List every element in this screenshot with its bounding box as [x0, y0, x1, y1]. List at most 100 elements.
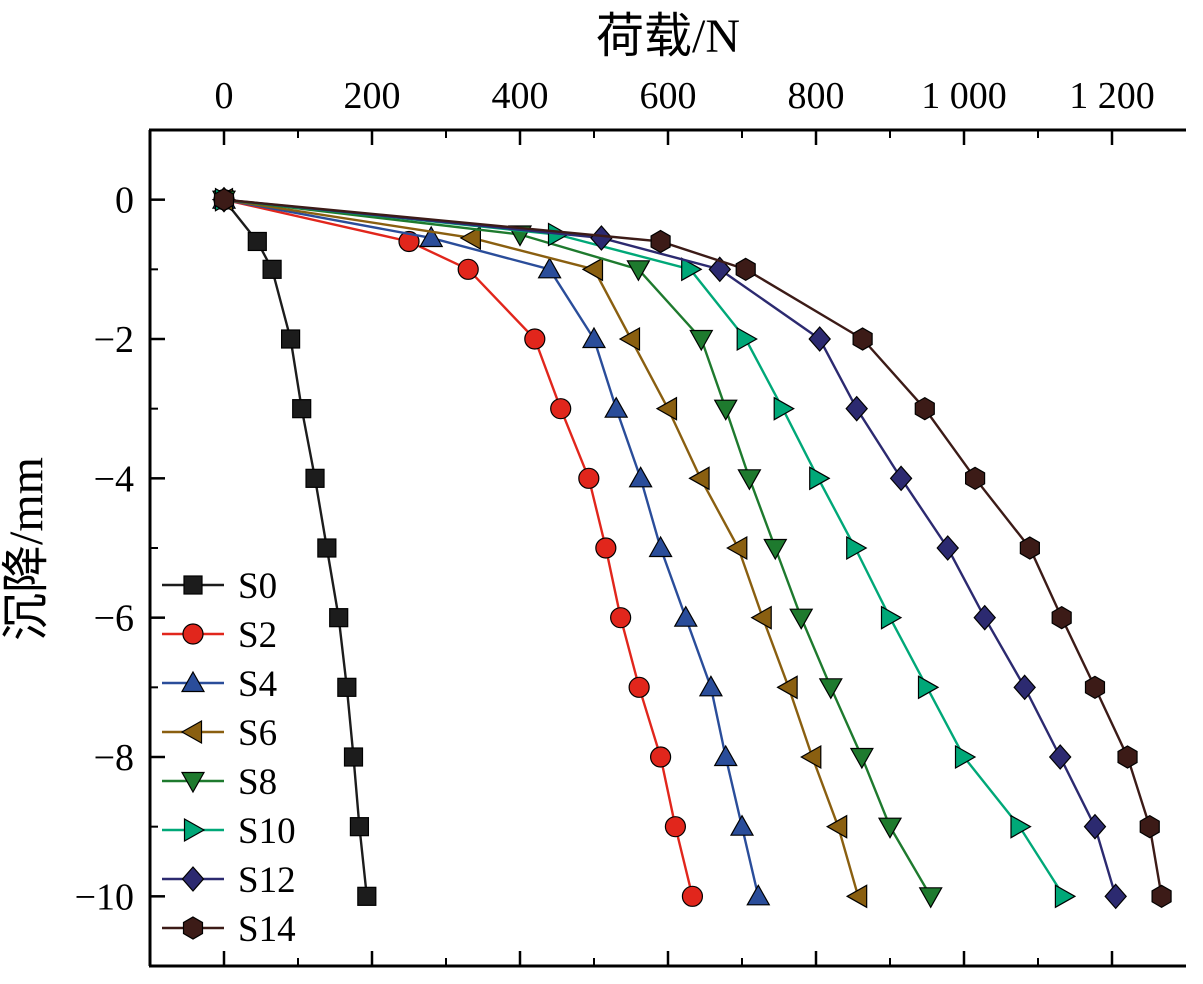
- series-S6: [211, 187, 868, 909]
- series-S10-line: [223, 198, 1065, 897]
- series-S8-marker: [626, 260, 651, 282]
- series-S8-marker: [763, 538, 788, 561]
- legend-marker-S10: [183, 817, 206, 843]
- series-S6-line: [223, 198, 860, 897]
- series-S2-marker: [524, 328, 546, 350]
- series-S0-marker: [337, 677, 357, 697]
- series-S2-marker: [628, 676, 650, 698]
- legend-marker-S8: [180, 771, 206, 794]
- series-S4-marker: [698, 675, 723, 697]
- series-S4: [211, 187, 771, 906]
- legend-marker-S14: [182, 916, 204, 940]
- series-S12-marker: [1083, 813, 1107, 840]
- series-S14: [213, 187, 1172, 909]
- y-tick-label: −10: [75, 876, 134, 918]
- series-S0-marker: [349, 817, 370, 837]
- series-S14-line: [223, 198, 1163, 897]
- series-S12-marker: [1048, 744, 1072, 770]
- series-S0-marker: [357, 886, 377, 906]
- series-S6-marker: [800, 744, 822, 770]
- series-S0-marker: [262, 259, 282, 279]
- legend-label: S10: [238, 811, 296, 852]
- series-S12-marker: [973, 604, 997, 631]
- series-S4-marker: [537, 257, 562, 279]
- series-S14-marker: [1051, 605, 1072, 630]
- x-tick-label: 600: [640, 75, 697, 117]
- legend-label: S14: [238, 909, 296, 950]
- series-S12-marker: [1013, 674, 1036, 701]
- series-S0-marker: [343, 747, 364, 767]
- series-S12-marker: [808, 326, 831, 352]
- series-S8-marker: [877, 817, 903, 839]
- x-tick-label: 400: [492, 75, 549, 117]
- series-S8-marker: [789, 608, 814, 630]
- series-S14-marker: [650, 229, 671, 254]
- legend: S0 S2 S4 S6 S8 S10 S12 S14: [162, 566, 296, 950]
- series-S2: [213, 189, 704, 907]
- legend-item-S12: S12: [162, 860, 296, 901]
- series-S4-marker: [648, 535, 673, 558]
- series-S14-marker: [1084, 675, 1106, 700]
- series-S0: [214, 190, 377, 906]
- x-tick-label: 800: [788, 75, 845, 117]
- legend-item-S0: S0: [162, 566, 277, 607]
- series-S10-marker: [846, 535, 868, 561]
- legend-label: S4: [238, 664, 277, 705]
- series-S10-marker: [917, 675, 940, 700]
- series-S6-marker: [581, 257, 604, 282]
- series-S4-marker: [729, 814, 755, 836]
- series-S6-marker: [726, 535, 748, 561]
- plot-render-root: 0 200 400 600 800 1 000 1 2000−2−4−6−8−10S0S2S…: [75, 75, 1186, 968]
- series-S4-marker: [673, 605, 698, 627]
- y-tick-label: −8: [94, 737, 134, 779]
- series-S14-marker: [1151, 884, 1172, 909]
- legend-label: S0: [238, 566, 277, 607]
- series-S4-marker: [746, 884, 771, 906]
- series-S14-marker: [852, 327, 873, 351]
- x-tick-label: 1 200: [1069, 75, 1155, 117]
- series-S6-marker: [825, 814, 848, 839]
- x-tick-label: 1 000: [921, 75, 1007, 117]
- x-tick-label: 0: [215, 75, 234, 117]
- series-S14-marker: [1117, 745, 1138, 769]
- series-S10-marker: [736, 326, 758, 352]
- series-S2-marker: [681, 885, 704, 907]
- series-S0-marker: [329, 608, 349, 628]
- series-S0-marker: [317, 538, 337, 558]
- series-S0-marker: [305, 468, 325, 488]
- y-tick-label: −6: [94, 598, 134, 640]
- series-S8-marker: [849, 747, 874, 770]
- series-S14-marker: [964, 466, 986, 491]
- series-S6-marker: [655, 396, 678, 421]
- series-S6-marker: [776, 675, 798, 700]
- series-S8-marker: [713, 399, 738, 421]
- legend-item-S14: S14: [162, 909, 296, 950]
- series-S8-marker: [689, 329, 714, 352]
- series-S6-marker: [688, 466, 710, 491]
- axis-ticks: [150, 130, 1114, 966]
- series-S14-marker: [213, 187, 235, 212]
- series-S12-marker: [889, 465, 913, 492]
- legend-label: S8: [238, 762, 277, 803]
- series-S4-marker: [604, 396, 629, 418]
- y-axis-title: 沉降/mm: [0, 457, 53, 641]
- series-S14-marker: [1019, 536, 1040, 560]
- series-S6-marker: [750, 605, 772, 630]
- series-S2-marker: [550, 398, 572, 420]
- x-tick-label: 200: [344, 75, 401, 117]
- series-S4-marker: [713, 744, 738, 767]
- y-tick-label: 0: [115, 180, 134, 222]
- series-S8-marker: [918, 887, 943, 909]
- series-S6-marker: [618, 326, 641, 352]
- series-S12-marker: [936, 535, 960, 561]
- series-S4-marker: [628, 466, 653, 488]
- series-S6-marker: [845, 884, 868, 909]
- series-S12-marker: [845, 395, 868, 422]
- series-S12-marker: [590, 225, 613, 251]
- series-S10-marker: [1054, 884, 1077, 909]
- series-S12-marker: [1104, 883, 1127, 910]
- axis-tick-labels: 0 200 400 600 800 1 000 1 200 0 −2 −4 −6 −8 −10: [75, 75, 1155, 918]
- series-S2-marker: [578, 467, 600, 489]
- series-S10-marker: [1010, 814, 1032, 839]
